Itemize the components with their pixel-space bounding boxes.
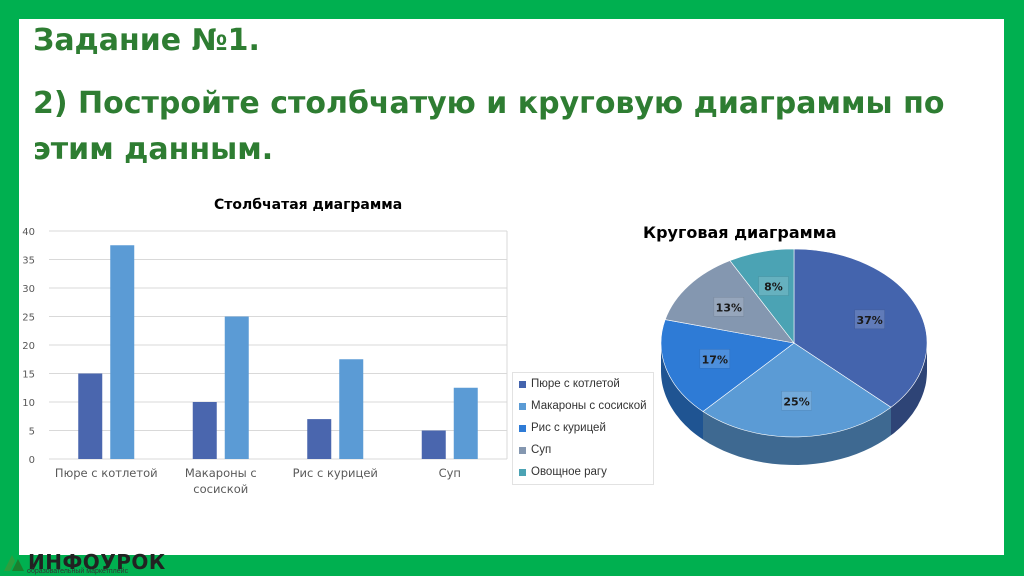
bar (224, 316, 249, 459)
pie-chart-title: Круговая диаграмма (643, 223, 837, 242)
data-label-text: 13% (716, 301, 742, 314)
pie-chart: 37% 25% 17% 13% 8% (660, 248, 928, 465)
legend-swatch (519, 446, 526, 454)
legend-swatch (519, 380, 526, 388)
legend-swatch (519, 402, 526, 410)
y-tick-label: 30 (22, 284, 35, 295)
legend-label: Макароны с сосиской (531, 400, 647, 412)
legend-item: Суп (513, 439, 653, 461)
y-tick-label: 20 (22, 341, 35, 352)
legend-swatch (519, 424, 526, 432)
data-label-text: 17% (702, 353, 728, 366)
data-label-text: 8% (764, 281, 783, 294)
logo-icon (4, 555, 24, 571)
bar (339, 359, 364, 459)
legend-item: Рис с курицей (513, 417, 653, 439)
bar (421, 430, 446, 459)
bar-chart-title: Столбчатая диаграмма (214, 197, 403, 213)
x-tick-label: сосиской (193, 482, 248, 496)
pie-data-label: 25% (781, 391, 812, 411)
y-tick-label: 35 (22, 256, 35, 267)
x-tick-label: Рис с курицей (293, 466, 378, 480)
bar (453, 387, 478, 459)
x-tick-label: Макароны с (185, 466, 257, 480)
data-label-text: 37% (857, 314, 883, 327)
pie-slice (793, 248, 928, 408)
legend-swatch (519, 468, 526, 476)
x-tick-label: Пюре с котлетой (55, 466, 158, 480)
legend-label: Рис с курицей (531, 422, 606, 434)
pie-slice (660, 319, 795, 412)
legend-item: Пюре с котлетой (513, 373, 653, 395)
data-label-box (758, 276, 789, 296)
legend-label: Овощное рагу (531, 466, 607, 478)
logo-name: ИНФОУРОК (28, 550, 166, 574)
pie-data-label: 13% (713, 297, 745, 317)
bar (78, 373, 103, 459)
slide: Задание №1. 2) Постройте столбчатую и кр… (19, 19, 1004, 555)
slide-title: Задание №1. (33, 23, 260, 58)
pie-legend: Пюре с котлетой Макароны с сосиской Рис с … (512, 372, 654, 485)
x-tick-label: Суп (439, 466, 461, 480)
legend-label: Пюре с котлетой (531, 378, 620, 390)
pie-slice (729, 248, 795, 344)
legend-item: Овощное рагу (513, 461, 653, 483)
pie-side (661, 343, 703, 440)
pie-side (891, 343, 927, 436)
pie-data-label: 8% (758, 276, 789, 296)
infourok-logo: ИНФОУРОК образовательный маркетплейс (0, 548, 166, 576)
data-label-box (854, 309, 885, 330)
pie-slice (702, 342, 892, 438)
y-tick-label: 40 (22, 227, 35, 238)
data-label-box (713, 297, 745, 317)
pie-slice (664, 260, 795, 344)
y-tick-label: 25 (22, 313, 35, 324)
legend-label: Суп (531, 444, 552, 456)
data-label-box (699, 349, 731, 369)
y-tick-label: 0 (29, 455, 35, 466)
bar (110, 245, 135, 459)
pie-data-label: 37% (854, 309, 885, 330)
pie-data-label: 17% (699, 349, 731, 369)
data-label-box (781, 391, 812, 411)
logo-tagline: образовательный маркетплейс (27, 568, 129, 575)
y-tick-label: 15 (22, 370, 35, 381)
bar-chart: 0 5 10 15 20 25 30 35 40 Пюре с котлетой Макароны … (22, 227, 508, 496)
data-label-text: 25% (783, 395, 809, 408)
y-tick-label: 5 (29, 427, 35, 438)
legend-item: Макароны с сосиской (513, 395, 653, 417)
bar (192, 402, 217, 459)
pie-side (703, 407, 891, 465)
task-text: 2) Постройте столбчатую и круговую диагр… (33, 86, 945, 167)
y-tick-label: 10 (22, 398, 35, 409)
bar (307, 419, 332, 459)
